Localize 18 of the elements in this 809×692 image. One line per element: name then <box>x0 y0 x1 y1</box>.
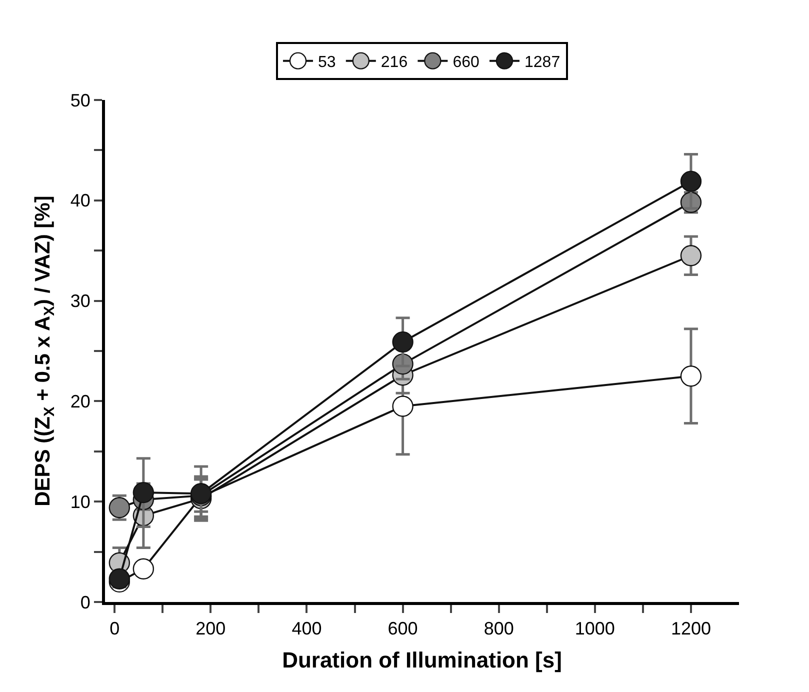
y-tick-label: 40 <box>70 190 90 211</box>
legend-label: 660 <box>452 54 480 72</box>
x-axis-title: Duration of Illumination [s] <box>282 648 562 672</box>
x-tick-label: 400 <box>292 618 322 639</box>
x-tick-label: 0 <box>110 618 120 639</box>
y-tick-label: 10 <box>70 492 90 512</box>
y-tick-label: 50 <box>70 90 90 110</box>
x-tick-label: 1200 <box>670 618 711 639</box>
y-tick-label: 20 <box>70 392 90 412</box>
x-tick-label: 1000 <box>574 618 615 639</box>
x-tick-label: 600 <box>388 618 418 639</box>
x-tick-label: 800 <box>484 618 514 639</box>
x-tick-label: 200 <box>196 618 226 639</box>
legend-label: 1287 <box>524 54 560 72</box>
y-tick-label: 0 <box>80 592 90 612</box>
y-tick-label: 30 <box>70 291 90 312</box>
legend-label: 53 <box>318 54 336 72</box>
legend-label: 216 <box>380 54 408 72</box>
